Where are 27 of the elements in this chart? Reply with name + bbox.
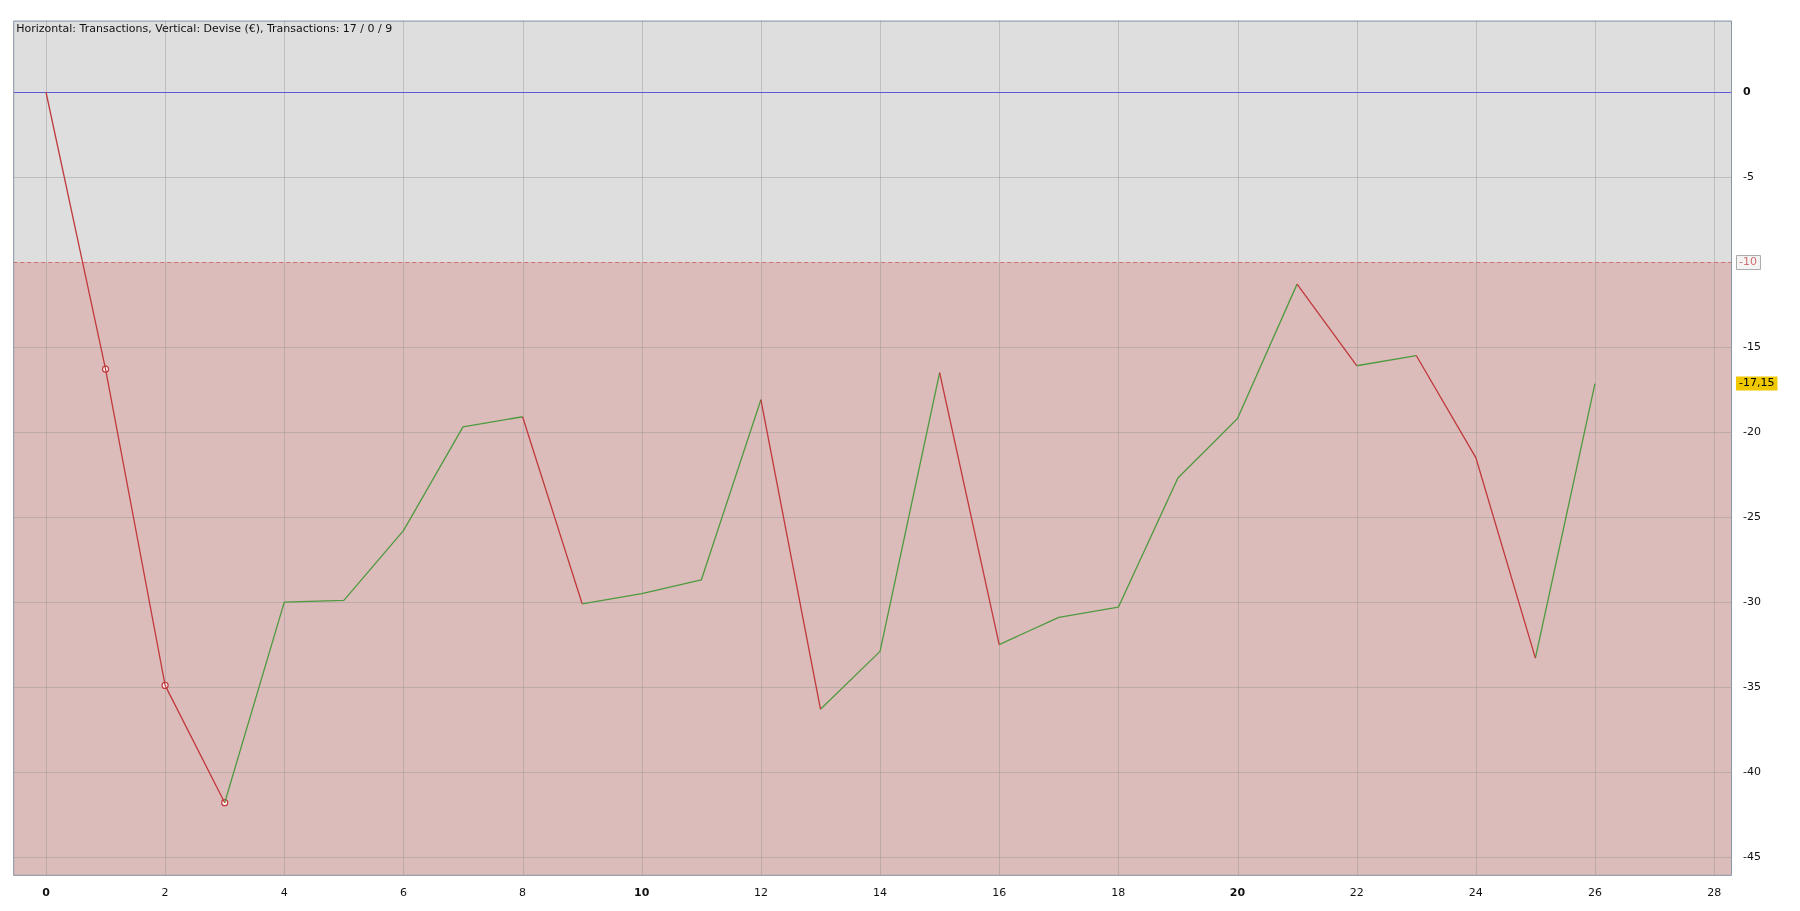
x-tick-label: 16 [992,886,1007,900]
y-tick-label: -40 [1743,764,1761,778]
x-tick-label: 26 [1587,886,1602,900]
y-tick-label: -45 [1743,849,1761,863]
x-tick-label: 2 [161,886,169,900]
y-tick-label: -30 [1743,594,1761,608]
x-tick-label: 4 [280,886,288,900]
y-tick-label: -15 [1743,339,1761,353]
x-tick-label: 14 [873,886,888,900]
ref-line-label: -10 [1739,254,1757,268]
y-tick-label: -5 [1743,169,1754,183]
x-tick-label: 28 [1707,886,1722,900]
x-tick-label: 18 [1111,886,1126,900]
y-tick-label: 0 [1743,84,1751,98]
x-tick-label: 0 [42,886,51,900]
x-tick-label: 12 [753,886,768,900]
x-tick-label: 20 [1229,886,1246,900]
y-tick-label: -25 [1743,509,1761,523]
x-tick-label: 8 [519,886,527,900]
y-tick-label: -20 [1743,424,1761,438]
x-tick-label: 22 [1349,886,1364,900]
x-tick-label: 6 [399,886,407,900]
text: -17,15 [1739,376,1775,390]
chart-title: Horizontal: Transactions, Vertical: Devise (€), Transactions: 17 / 0 / 9 [16,21,393,35]
x-tick-label: 24 [1468,886,1483,900]
x-tick-label: 10 [634,886,650,900]
y-tick-label: -35 [1743,679,1761,693]
